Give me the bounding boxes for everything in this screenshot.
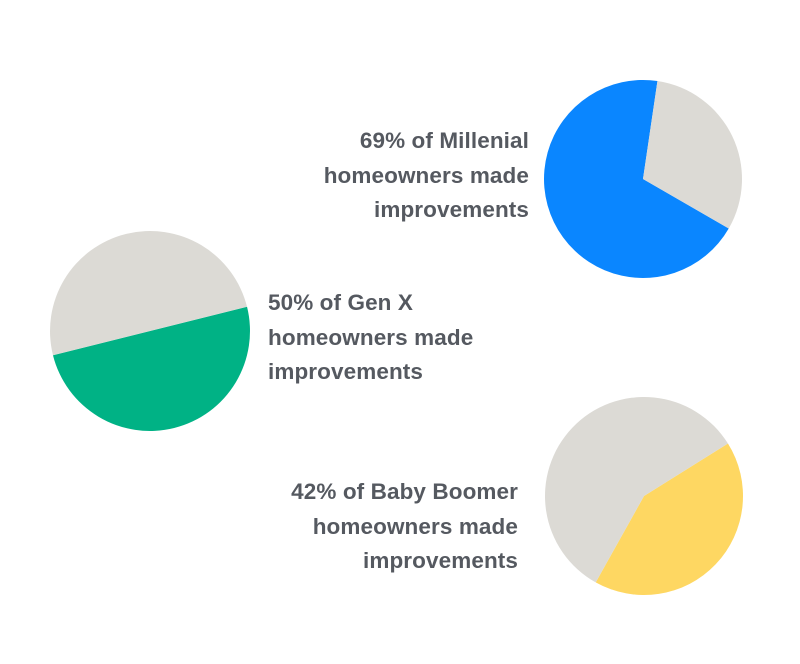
caption-baby-boomer-line-1: 42% of Baby Boomer [291,479,518,504]
caption-gen-x: 50% of Gen X homeowners made improvement… [268,286,473,390]
caption-millennial-line-2: homeowners made [323,162,529,188]
caption-millennial-line-1: 69% of Millenial [359,128,529,153]
caption-gen-x-line-3: improvements [268,359,423,384]
caption-baby-boomer-line-2: homeowners made [312,513,518,539]
caption-millennial: 69% of Millenial homeowners made improve… [324,124,529,228]
caption-gen-x-line-2: homeowners made [268,324,474,350]
pie-slice-other [545,396,728,583]
pie-chart-millennial [544,80,742,278]
pie-slice-other [50,231,248,356]
caption-millennial-line-3: improvements [374,197,529,222]
pie-chart-baby-boomer [545,396,743,595]
pie-slice-improved [544,80,729,278]
caption-baby-boomer-line-3: improvements [363,548,518,573]
caption-baby-boomer: 42% of Baby Boomer homeowners made impro… [291,475,518,579]
caption-gen-x-line-1: 50% of Gen X [268,290,413,315]
pie-slice-other [643,81,742,229]
pie-slice-improved [52,306,250,431]
pie-chart-gen-x [50,231,250,431]
pie-slice-improved [595,443,743,595]
